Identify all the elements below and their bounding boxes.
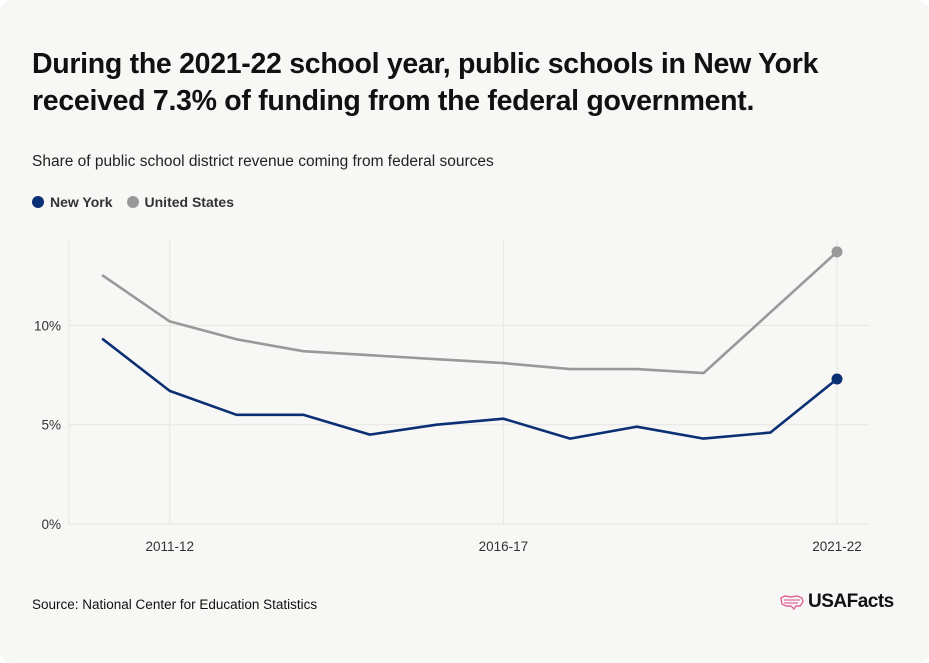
x-tick-label: 2016-17	[479, 539, 529, 554]
us-map-flag-icon	[780, 595, 804, 610]
series-end-point-new-york	[831, 373, 843, 385]
legend-swatch-new-york	[32, 196, 44, 208]
x-tick-label: 2021-22	[812, 539, 862, 554]
chart-title: During the 2021-22 school year, public s…	[32, 48, 819, 117]
logo-text: USAFacts	[808, 591, 894, 612]
legend-label-new-york: New York	[50, 194, 113, 210]
series-end-point-united-states	[831, 246, 843, 258]
legend-label-united-states: United States	[144, 194, 234, 210]
usafacts-logo: USAFacts	[780, 591, 894, 613]
x-tick-label: 2011-12	[145, 539, 194, 554]
chart-legend: New York United States	[32, 194, 234, 210]
legend-item-united-states: United States	[126, 194, 234, 210]
y-tick-label: 5%	[41, 418, 61, 433]
series-line-new-york	[101, 338, 839, 440]
chart-subtitle: Share of public school district revenue …	[32, 153, 494, 170]
series-line-united-states	[101, 250, 839, 375]
y-tick-label: 10%	[34, 318, 61, 333]
legend-swatch-united-states	[126, 196, 139, 208]
legend-item-new-york: New York	[32, 194, 113, 210]
source-note: Source: National Center for Education St…	[32, 597, 318, 612]
y-tick-label: 0%	[41, 517, 61, 532]
